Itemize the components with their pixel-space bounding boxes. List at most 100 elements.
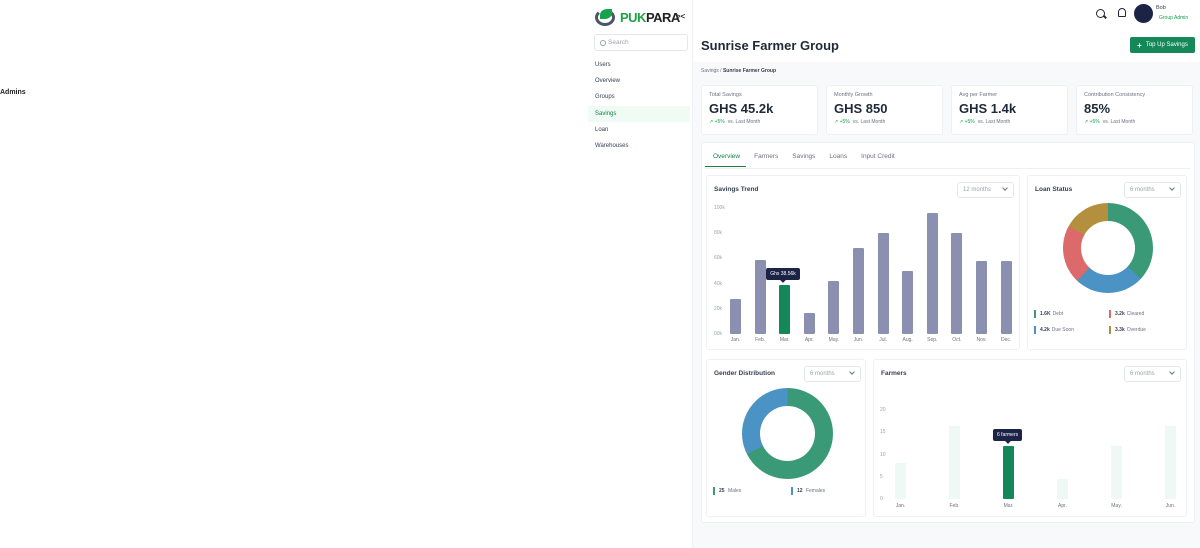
stat-compare: vs. Last Month xyxy=(977,119,1011,125)
breadcrumb-current: Sunrise Farmer Group xyxy=(722,68,777,74)
range-value: 6 months xyxy=(1130,187,1155,193)
main-content: Bob Group Admin Sunrise Farmer Group + T… xyxy=(692,0,1200,548)
gender-range-select[interactable]: 6 months xyxy=(804,366,861,382)
bar xyxy=(1165,425,1176,499)
tab-divider xyxy=(705,168,1190,169)
logo[interactable]: PUKPARA xyxy=(594,6,680,28)
donut-hole xyxy=(760,406,815,461)
y-axis-tick: 0 xyxy=(880,496,883,502)
y-axis-tick: 10 xyxy=(880,451,886,458)
bar xyxy=(877,233,889,334)
stat-card-monthly-growth: Monthly Growth GHS 850 ↗ +5% vs. Last Mon… xyxy=(826,85,943,135)
stat-value: 85% xyxy=(1084,101,1111,116)
bar xyxy=(976,260,987,334)
x-axis-label: Mar. xyxy=(779,337,790,343)
bar-tooltip: 6 farmers xyxy=(993,428,1023,441)
x-axis-label: Feb. xyxy=(755,337,766,343)
tab-bar: Overview Farmers Savings Loans Input Cre… xyxy=(705,153,901,167)
chevron-down-icon xyxy=(1002,185,1008,191)
bar xyxy=(1003,445,1014,499)
x-axis-label: May. xyxy=(828,337,840,343)
legend-debt: 1.6K Debt xyxy=(1034,310,1063,318)
sidebar-item-savings[interactable]: Savings xyxy=(588,105,690,122)
legend-females: 12 Females xyxy=(791,487,825,495)
range-value: 12 months xyxy=(963,187,992,193)
tab-input-credit[interactable]: Input Credit xyxy=(861,153,895,160)
y-axis-tick: 60k xyxy=(714,255,723,262)
gender-distribution-card: Gender Distribution 6 months 25 Males 12… xyxy=(706,359,866,517)
bell-icon[interactable] xyxy=(1118,8,1126,17)
x-axis-label: Jul. xyxy=(879,337,887,343)
breadcrumb-parent[interactable]: Savings xyxy=(701,68,719,74)
tab-overview[interactable]: Overview xyxy=(705,153,747,167)
sidebar-item-loan[interactable]: Loan xyxy=(595,126,609,133)
stat-card-contribution-consistency: Contribution Consistency 85% ↗ +5% vs. La… xyxy=(1076,85,1193,135)
stat-label: Monthly Growth xyxy=(834,92,873,98)
tab-savings[interactable]: Savings xyxy=(792,153,816,160)
bar xyxy=(779,285,791,334)
tab-farmers[interactable]: Farmers xyxy=(754,153,779,160)
x-axis-label: Oct. xyxy=(952,337,962,343)
collapse-sidebar-icon[interactable]: >< xyxy=(676,12,686,21)
stat-compare: vs. Last Month xyxy=(852,119,886,125)
bar-tooltip: Ghs 38.56k xyxy=(766,268,800,281)
stat-compare: vs. Last Month xyxy=(727,119,761,125)
stat-card-avg-per-farmer: Avg per Farmer GHS 1.4k ↗ +5% vs. Last Mo… xyxy=(951,85,1068,135)
tab-loans[interactable]: Loans xyxy=(829,153,848,160)
sidebar-search-input[interactable]: Search xyxy=(594,34,688,51)
sidebar: PUKPARA >< Search Users Overview Groups … xyxy=(588,0,692,548)
x-axis-label: Dec. xyxy=(1000,337,1012,343)
x-axis-label: Sep. xyxy=(927,337,938,343)
bar xyxy=(853,248,864,334)
farmers-range-select[interactable]: 6 months xyxy=(1124,366,1181,382)
stat-value: GHS 1.4k xyxy=(959,101,1017,116)
stat-card-total-savings: Total Savings GHS 45.2k ↗ +5% vs. Last Mo… xyxy=(701,85,818,135)
y-axis-tick: 20 xyxy=(880,407,886,413)
sidebar-nav: Users Overview Groups Savings Loan Wareh… xyxy=(588,57,690,154)
y-axis-tick: 00k xyxy=(714,331,723,337)
x-axis-label: Jan. xyxy=(895,503,906,509)
bar xyxy=(828,281,840,334)
stat-value: GHS 850 xyxy=(834,101,888,116)
page-title: Sunrise Farmer Group xyxy=(701,38,839,53)
x-axis-label: Nov. xyxy=(976,337,987,343)
avatar[interactable] xyxy=(1134,4,1153,23)
savings-trend-range-select[interactable]: 12 months xyxy=(957,182,1014,198)
savings-trend-title: Savings Trend xyxy=(714,186,759,193)
sidebar-item-users[interactable]: Users xyxy=(595,62,611,68)
bar xyxy=(754,259,766,334)
farmers-title: Farmers xyxy=(881,370,907,377)
top-up-savings-button[interactable]: + Top Up Savings xyxy=(1130,37,1195,53)
x-axis-label: Apr. xyxy=(1058,503,1067,509)
loan-status-card: Loan Status 6 months 1.6K Debt 3.2k Cleare… xyxy=(1027,175,1187,350)
legend-overdue: 3.3k Overdue xyxy=(1109,326,1146,334)
chevron-down-icon xyxy=(849,369,855,375)
farmers-card: Farmers 6 months 0 5 10 15 20 Jan. Feb. Mar. 6 f… xyxy=(873,359,1187,517)
x-axis-label: Aug. xyxy=(902,337,913,343)
search-icon[interactable] xyxy=(1096,9,1105,18)
bar xyxy=(926,213,938,334)
y-axis-tick: 5 xyxy=(880,473,883,480)
x-axis-label: Jan. xyxy=(730,337,741,343)
bar xyxy=(1000,260,1012,334)
stat-compare: vs. Last Month xyxy=(1102,119,1136,125)
logo-gear-leaf-icon xyxy=(594,6,618,28)
x-axis-label: Jun. xyxy=(853,337,864,343)
sidebar-item-overview[interactable]: Overview xyxy=(595,78,621,85)
x-axis-label: Feb. xyxy=(949,503,960,509)
trend-up-icon: ↗ +5% xyxy=(959,119,975,125)
topbar: Bob Group Admin xyxy=(693,0,1200,28)
chevron-down-icon xyxy=(1169,185,1175,191)
bar xyxy=(902,271,914,334)
logo-text-part2: PARA xyxy=(645,9,680,25)
sidebar-item-warehouses[interactable]: Warehouses xyxy=(595,142,629,149)
loan-status-range-select[interactable]: 6 months xyxy=(1124,182,1181,198)
x-axis-label: May. xyxy=(1111,503,1122,509)
legend-cleared: 3.2k Cleared xyxy=(1109,310,1144,318)
y-axis-tick: 100k xyxy=(714,205,725,211)
savings-trend-card: Savings Trend 12 months 00k 20k 40k 60k 80k 1… xyxy=(706,175,1020,350)
sidebar-item-groups[interactable]: Groups xyxy=(595,94,615,101)
top-up-savings-label: Top Up Savings xyxy=(1145,42,1188,48)
y-axis-tick: 15 xyxy=(880,429,886,436)
donut-hole xyxy=(1081,221,1135,275)
